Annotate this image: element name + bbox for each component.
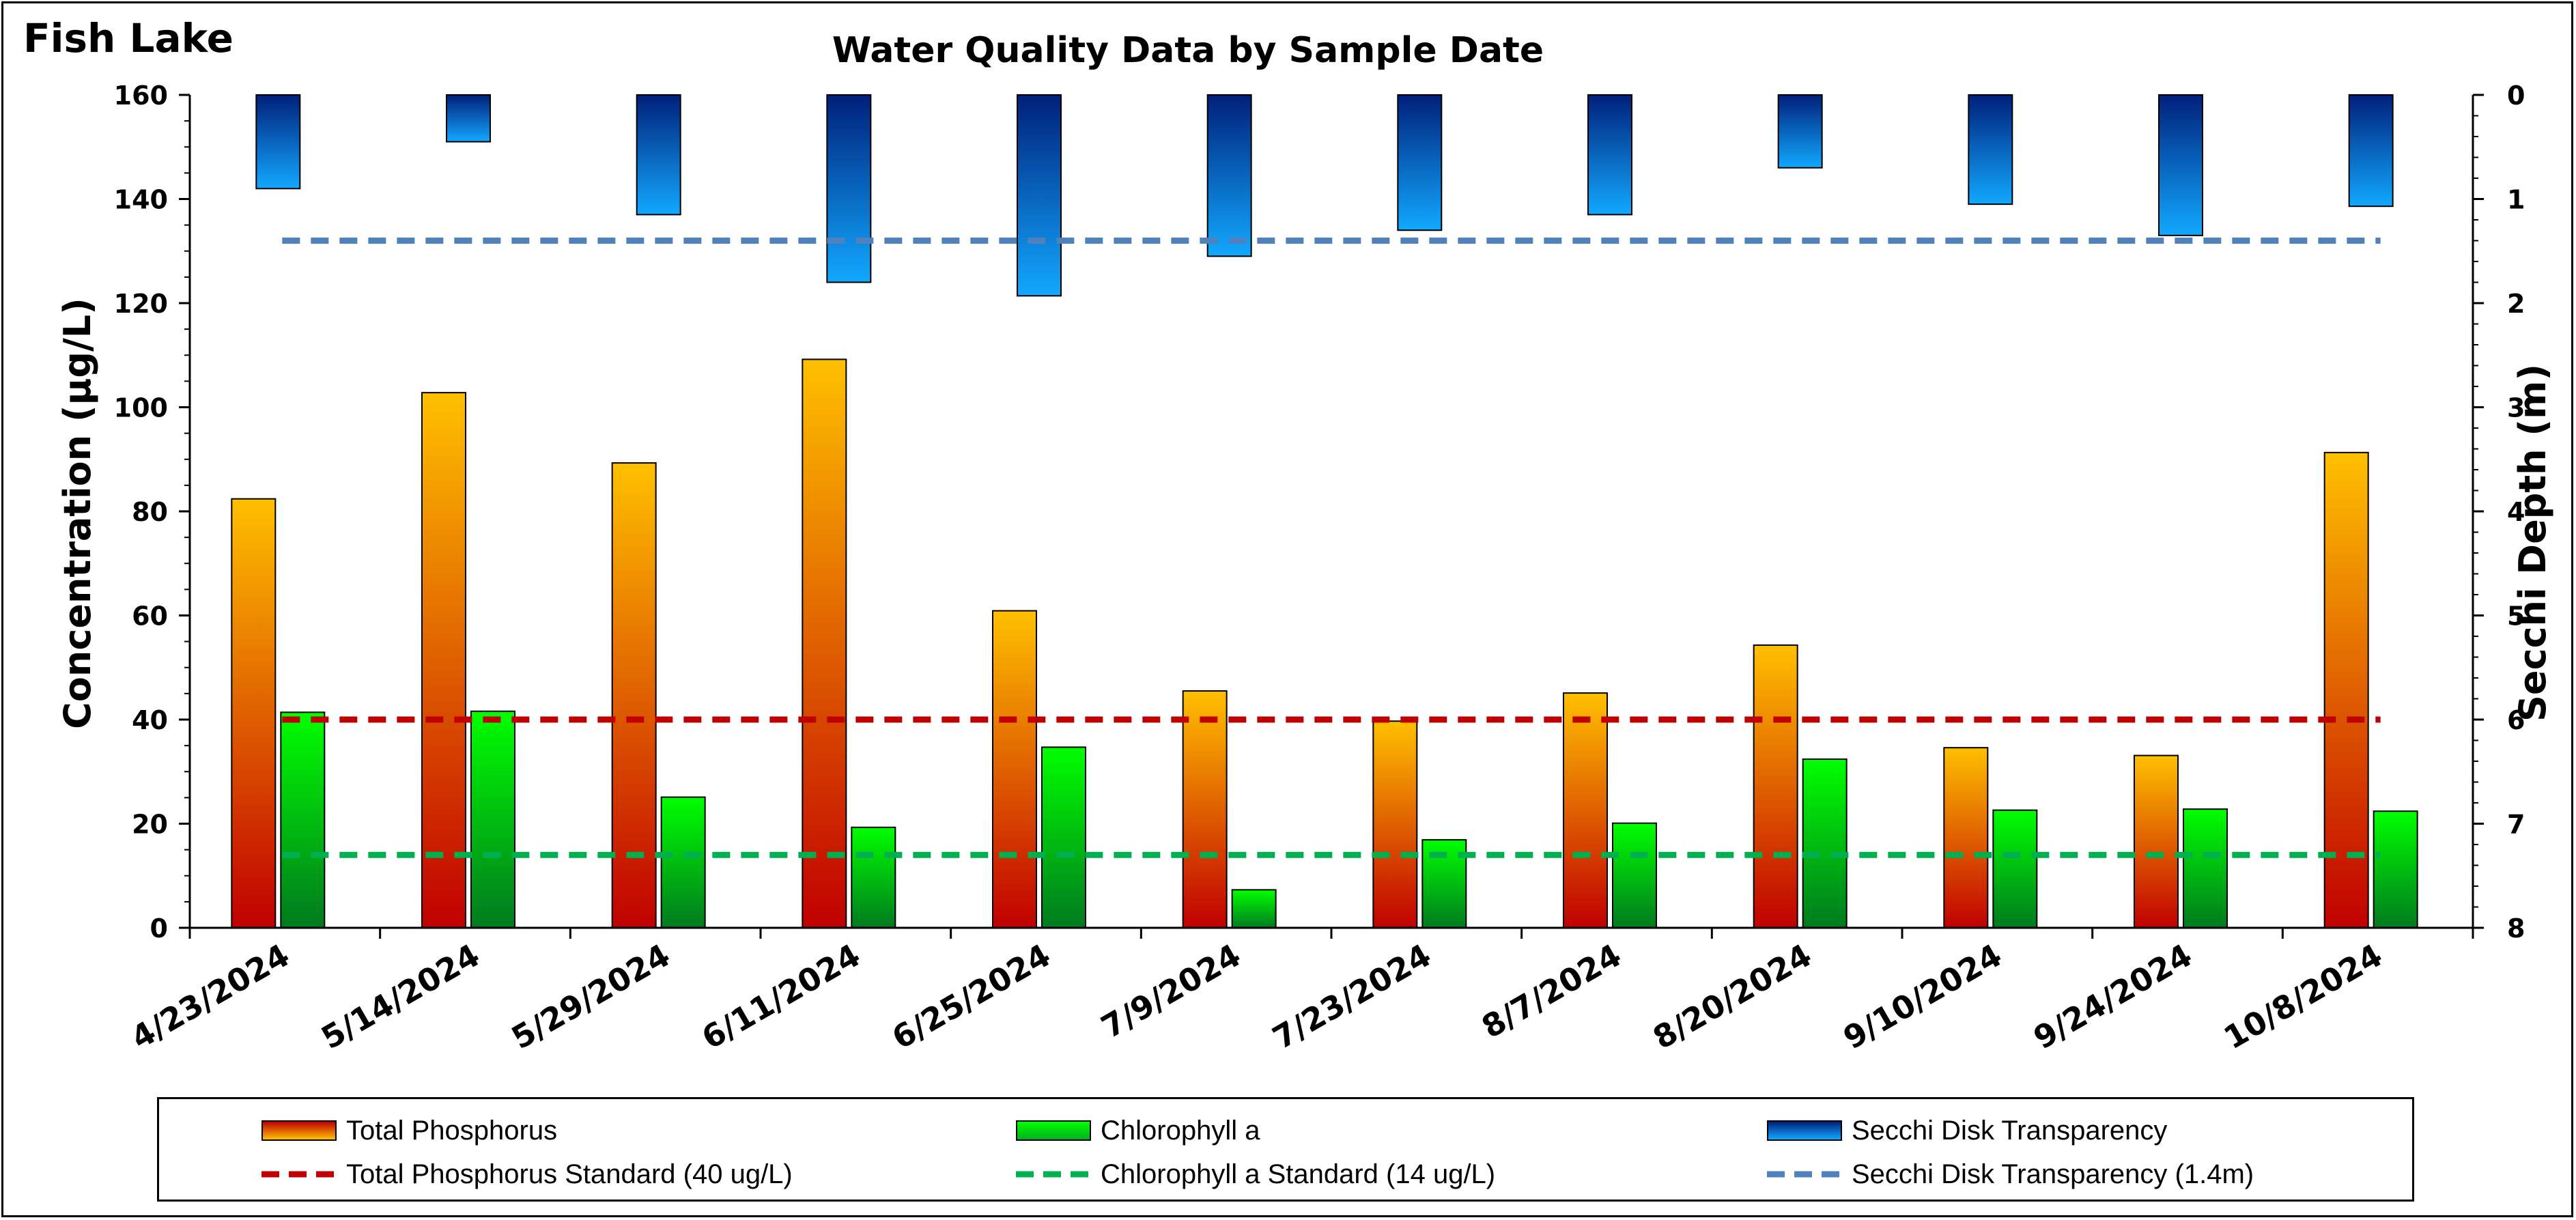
secchi-bar	[2348, 94, 2394, 208]
y-tick-label: 100	[114, 393, 168, 423]
total-phosphorus-bar	[231, 498, 277, 928]
legend-swatch-chlorophyll	[1016, 1120, 1091, 1141]
chart-title: Water Quality Data by Sample Date	[832, 30, 1544, 71]
x-tick-label: 8/7/2024	[1475, 937, 1627, 1046]
secchi-bar	[636, 94, 681, 216]
y-tick-label: 120	[114, 289, 168, 319]
y2-tick-label: 3	[2507, 393, 2525, 423]
y2-tick-label: 5	[2507, 601, 2525, 632]
total-phosphorus-bar	[1372, 720, 1418, 928]
secchi-bar	[1206, 94, 1252, 257]
legend-dash-tp-standard	[261, 1171, 337, 1178]
x-tick-label: 4/23/2024	[125, 937, 296, 1057]
y2-tick-label: 2	[2507, 289, 2525, 319]
x-tick-label: 5/14/2024	[315, 937, 485, 1057]
secchi-bar	[1397, 94, 1443, 231]
y2-tick-label: 0	[2507, 81, 2525, 111]
secchi-bar	[1017, 94, 1062, 297]
secchi-bar	[1587, 94, 1632, 216]
x-tick-label: 8/20/2024	[1647, 937, 1817, 1057]
y-tick-label: 20	[132, 810, 168, 840]
secchi-bar	[1777, 94, 1823, 169]
legend-item-secchi: Secchi Disk Transparency	[1767, 1110, 2167, 1151]
y-tick-label: 0	[150, 913, 168, 944]
y2-tick-label: 1	[2507, 185, 2525, 215]
chlorophyll-bar	[2183, 808, 2228, 929]
chlorophyll-bar	[660, 796, 706, 929]
legend-item-secchi-standard: Secchi Disk Transparency (1.4m)	[1767, 1154, 2254, 1195]
chlorophyll-bar	[1992, 809, 2038, 929]
y-tick-label: 160	[114, 81, 168, 111]
total-phosphorus-bar	[1182, 690, 1228, 928]
total-phosphorus-bar	[1943, 747, 1989, 929]
secchi-bar	[2158, 94, 2203, 236]
chlorophyll-bar	[1041, 746, 1086, 928]
chlorophyll-bar	[280, 711, 326, 928]
secchi-bar	[826, 94, 872, 283]
total-phosphorus-bar	[802, 358, 847, 928]
legend-item-tp-standard: Total Phosphorus Standard (40 ug/L)	[261, 1154, 793, 1195]
y-tick-label: 140	[114, 185, 168, 215]
y-axis-label: Concentration (µg/L)	[56, 298, 99, 729]
chlorophyll-bar	[470, 710, 515, 929]
total-phosphorus-bar	[611, 462, 657, 928]
chlorophyll-bar	[1612, 822, 1657, 929]
legend: Total Phosphorus Chlorophyll a Secchi Di…	[157, 1097, 2414, 1202]
x-tick-label: 10/8/2024	[2218, 937, 2388, 1057]
legend-label-secchi-standard: Secchi Disk Transparency (1.4m)	[1852, 1159, 2254, 1189]
y2-tick-label: 4	[2507, 497, 2525, 527]
y2-axis-label: Secchi Depth (m)	[2511, 364, 2554, 722]
x-tick-label: 9/10/2024	[1837, 937, 2008, 1057]
y2-tick-label: 7	[2507, 810, 2525, 840]
y-tick-label: 40	[132, 705, 168, 735]
lake-title: Fish Lake	[23, 15, 233, 61]
legend-label-tp-standard: Total Phosphorus Standard (40 ug/L)	[346, 1159, 793, 1189]
legend-label-secchi: Secchi Disk Transparency	[1852, 1115, 2168, 1146]
legend-item-chl-standard: Chlorophyll a Standard (14 ug/L)	[1016, 1154, 1495, 1195]
legend-swatch-secchi	[1767, 1120, 1842, 1141]
legend-item-total-phosphorus: Total Phosphorus	[261, 1110, 557, 1151]
x-tick-label: 9/24/2024	[2027, 937, 2198, 1057]
y-tick-label: 80	[132, 497, 168, 527]
x-tick-label: 7/23/2024	[1266, 937, 1437, 1057]
y2-tick-label: 8	[2507, 913, 2525, 944]
total-phosphorus-bar	[1563, 692, 1608, 928]
legend-label-chlorophyll: Chlorophyll a	[1101, 1115, 1260, 1146]
legend-label-total-phosphorus: Total Phosphorus	[346, 1115, 558, 1146]
y2-tick-label: 6	[2507, 705, 2525, 735]
legend-item-chlorophyll: Chlorophyll a	[1016, 1110, 1260, 1151]
chlorophyll-bar	[1231, 889, 1277, 929]
total-phosphorus-bar	[992, 610, 1037, 928]
legend-dash-secchi-standard	[1767, 1171, 1842, 1178]
legend-swatch-total-phosphorus	[261, 1120, 337, 1141]
x-tick-label: 6/25/2024	[886, 937, 1056, 1057]
secchi-bar	[1968, 94, 2013, 205]
chlorophyll-bar	[2373, 810, 2418, 928]
legend-dash-chl-standard	[1016, 1171, 1091, 1178]
total-phosphorus-bar	[1753, 644, 1798, 929]
secchi-bar	[255, 94, 301, 190]
y-tick-label: 60	[132, 601, 168, 632]
x-tick-label: 6/11/2024	[696, 937, 866, 1057]
chlorophyll-bar	[1802, 758, 1848, 928]
total-phosphorus-bar	[2323, 451, 2369, 928]
x-tick-label: 5/29/2024	[505, 937, 676, 1057]
secchi-bar	[446, 94, 491, 143]
x-tick-label: 7/9/2024	[1095, 937, 1247, 1046]
total-phosphorus-bar	[2134, 754, 2179, 929]
legend-label-chl-standard: Chlorophyll a Standard (14 ug/L)	[1101, 1159, 1496, 1189]
total-phosphorus-bar	[421, 392, 466, 928]
chlorophyll-bar	[851, 826, 896, 929]
